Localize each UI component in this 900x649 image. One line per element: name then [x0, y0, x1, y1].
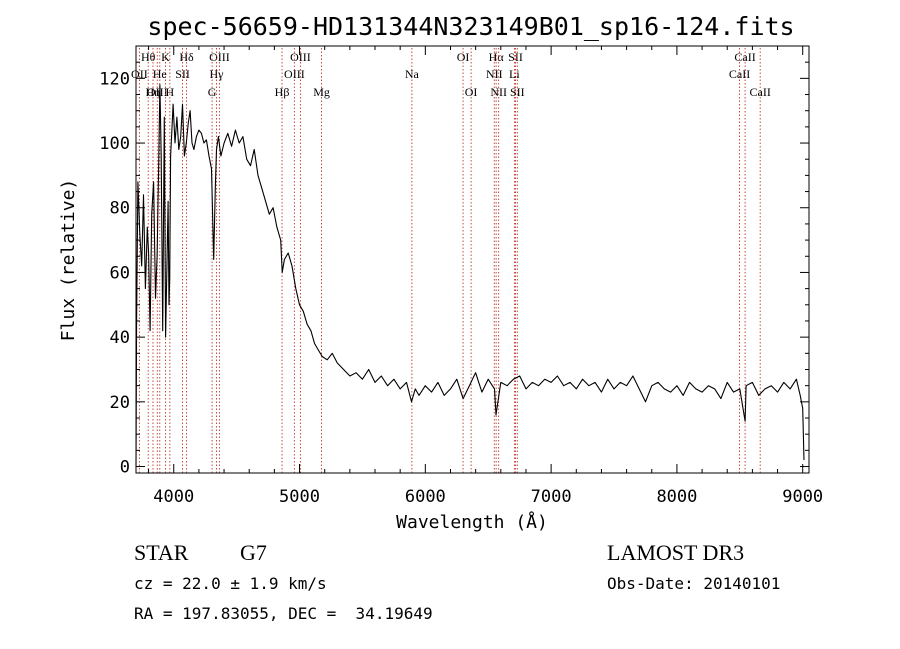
line-marker-label: CaII	[729, 67, 750, 81]
x-tick-label: 5000	[279, 487, 320, 507]
x-axis-label: Wavelength (Å)	[396, 511, 548, 533]
line-marker-label: OII	[131, 67, 148, 81]
line-marker-label: CaII	[750, 85, 771, 99]
x-tick-label: 9000	[782, 487, 823, 507]
line-marker-label: SII	[175, 67, 190, 81]
object-subclass: G7	[240, 540, 267, 565]
y-tick-label: 20	[110, 393, 130, 413]
line-marker-label: OIII	[290, 50, 311, 64]
line-marker-label: Hη	[146, 85, 161, 99]
y-tick-label: 80	[110, 199, 130, 219]
line-marker-label: H	[166, 85, 175, 99]
line-marker-label: CaII	[734, 50, 755, 64]
x-tick-label: 8000	[656, 487, 697, 507]
line-marker-label: He	[153, 67, 167, 81]
line-marker-label: NII	[486, 67, 503, 81]
line-marker-label: Li	[509, 67, 520, 81]
line-marker-label: K	[161, 50, 170, 64]
chart-title: spec-56659-HD131344N323149B01_sp16-124.f…	[147, 12, 794, 41]
line-marker-label: Hα	[489, 50, 505, 64]
obs-date: Obs-Date: 20140101	[607, 574, 780, 593]
y-tick-label: 100	[99, 134, 130, 154]
line-marker-label: OIII	[284, 67, 305, 81]
y-tick-label: 120	[99, 69, 130, 89]
survey-name: LAMOST DR3	[607, 540, 744, 565]
line-marker-label: Hγ	[210, 67, 225, 81]
line-marker-label: Hθ	[141, 50, 156, 64]
coordinates: RA = 197.83055, DEC = 34.19649	[134, 604, 433, 623]
line-marker-label: Mg	[313, 85, 330, 99]
line-marker-label: Hβ	[275, 85, 290, 99]
plot-frame	[135, 45, 810, 474]
series-layer	[135, 84, 805, 467]
y-tick-label: 60	[110, 263, 130, 283]
axis-ticks: 4000 5000 6000 7000 8000 9000 0 20 40 60 80 100 120	[99, 46, 823, 507]
line-marker-label: OIII	[147, 85, 168, 99]
line-marker-label: NII	[490, 85, 507, 99]
line-marker-label: Hδ	[179, 50, 194, 64]
spectrum-line	[135, 84, 805, 467]
x-tick-label: 6000	[405, 487, 446, 507]
line-marker-label: Na	[405, 67, 420, 81]
y-tick-label: 40	[110, 328, 130, 348]
y-axis-label: Flux (relative)	[58, 179, 79, 342]
x-tick-label: 7000	[531, 487, 572, 507]
line-marker-label: OI	[457, 50, 470, 64]
line-marker-label: OIII	[209, 50, 230, 64]
line-marker-label: SII	[508, 50, 523, 64]
y-tick-label: 0	[120, 458, 130, 478]
redshift-cz: cz = 22.0 ± 1.9 km/s	[134, 574, 327, 593]
x-tick-label: 4000	[153, 487, 194, 507]
object-class: STAR	[134, 540, 189, 565]
line-marker-label: SII	[510, 85, 525, 99]
line-marker-label: OI	[465, 85, 478, 99]
line-marker-label: G	[208, 85, 217, 99]
